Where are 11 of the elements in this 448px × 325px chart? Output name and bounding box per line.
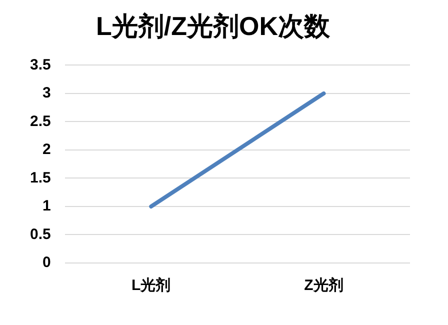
- y-tick-label: 2: [42, 141, 51, 158]
- y-tick-label: 1: [42, 198, 51, 215]
- y-tick-label: 0: [42, 254, 51, 272]
- x-tick-label: Z光剂: [304, 276, 344, 294]
- y-tick-label: 3.5: [30, 56, 51, 74]
- y-tick-label: 1.5: [30, 169, 51, 186]
- y-tick-label: 0.5: [30, 226, 51, 243]
- chart-title: L光剂/Z光剂OK次数: [96, 10, 331, 41]
- x-tick-label: L光剂: [132, 276, 171, 294]
- y-tick-label: 3: [42, 84, 51, 102]
- y-tick-label: 2.5: [30, 112, 51, 130]
